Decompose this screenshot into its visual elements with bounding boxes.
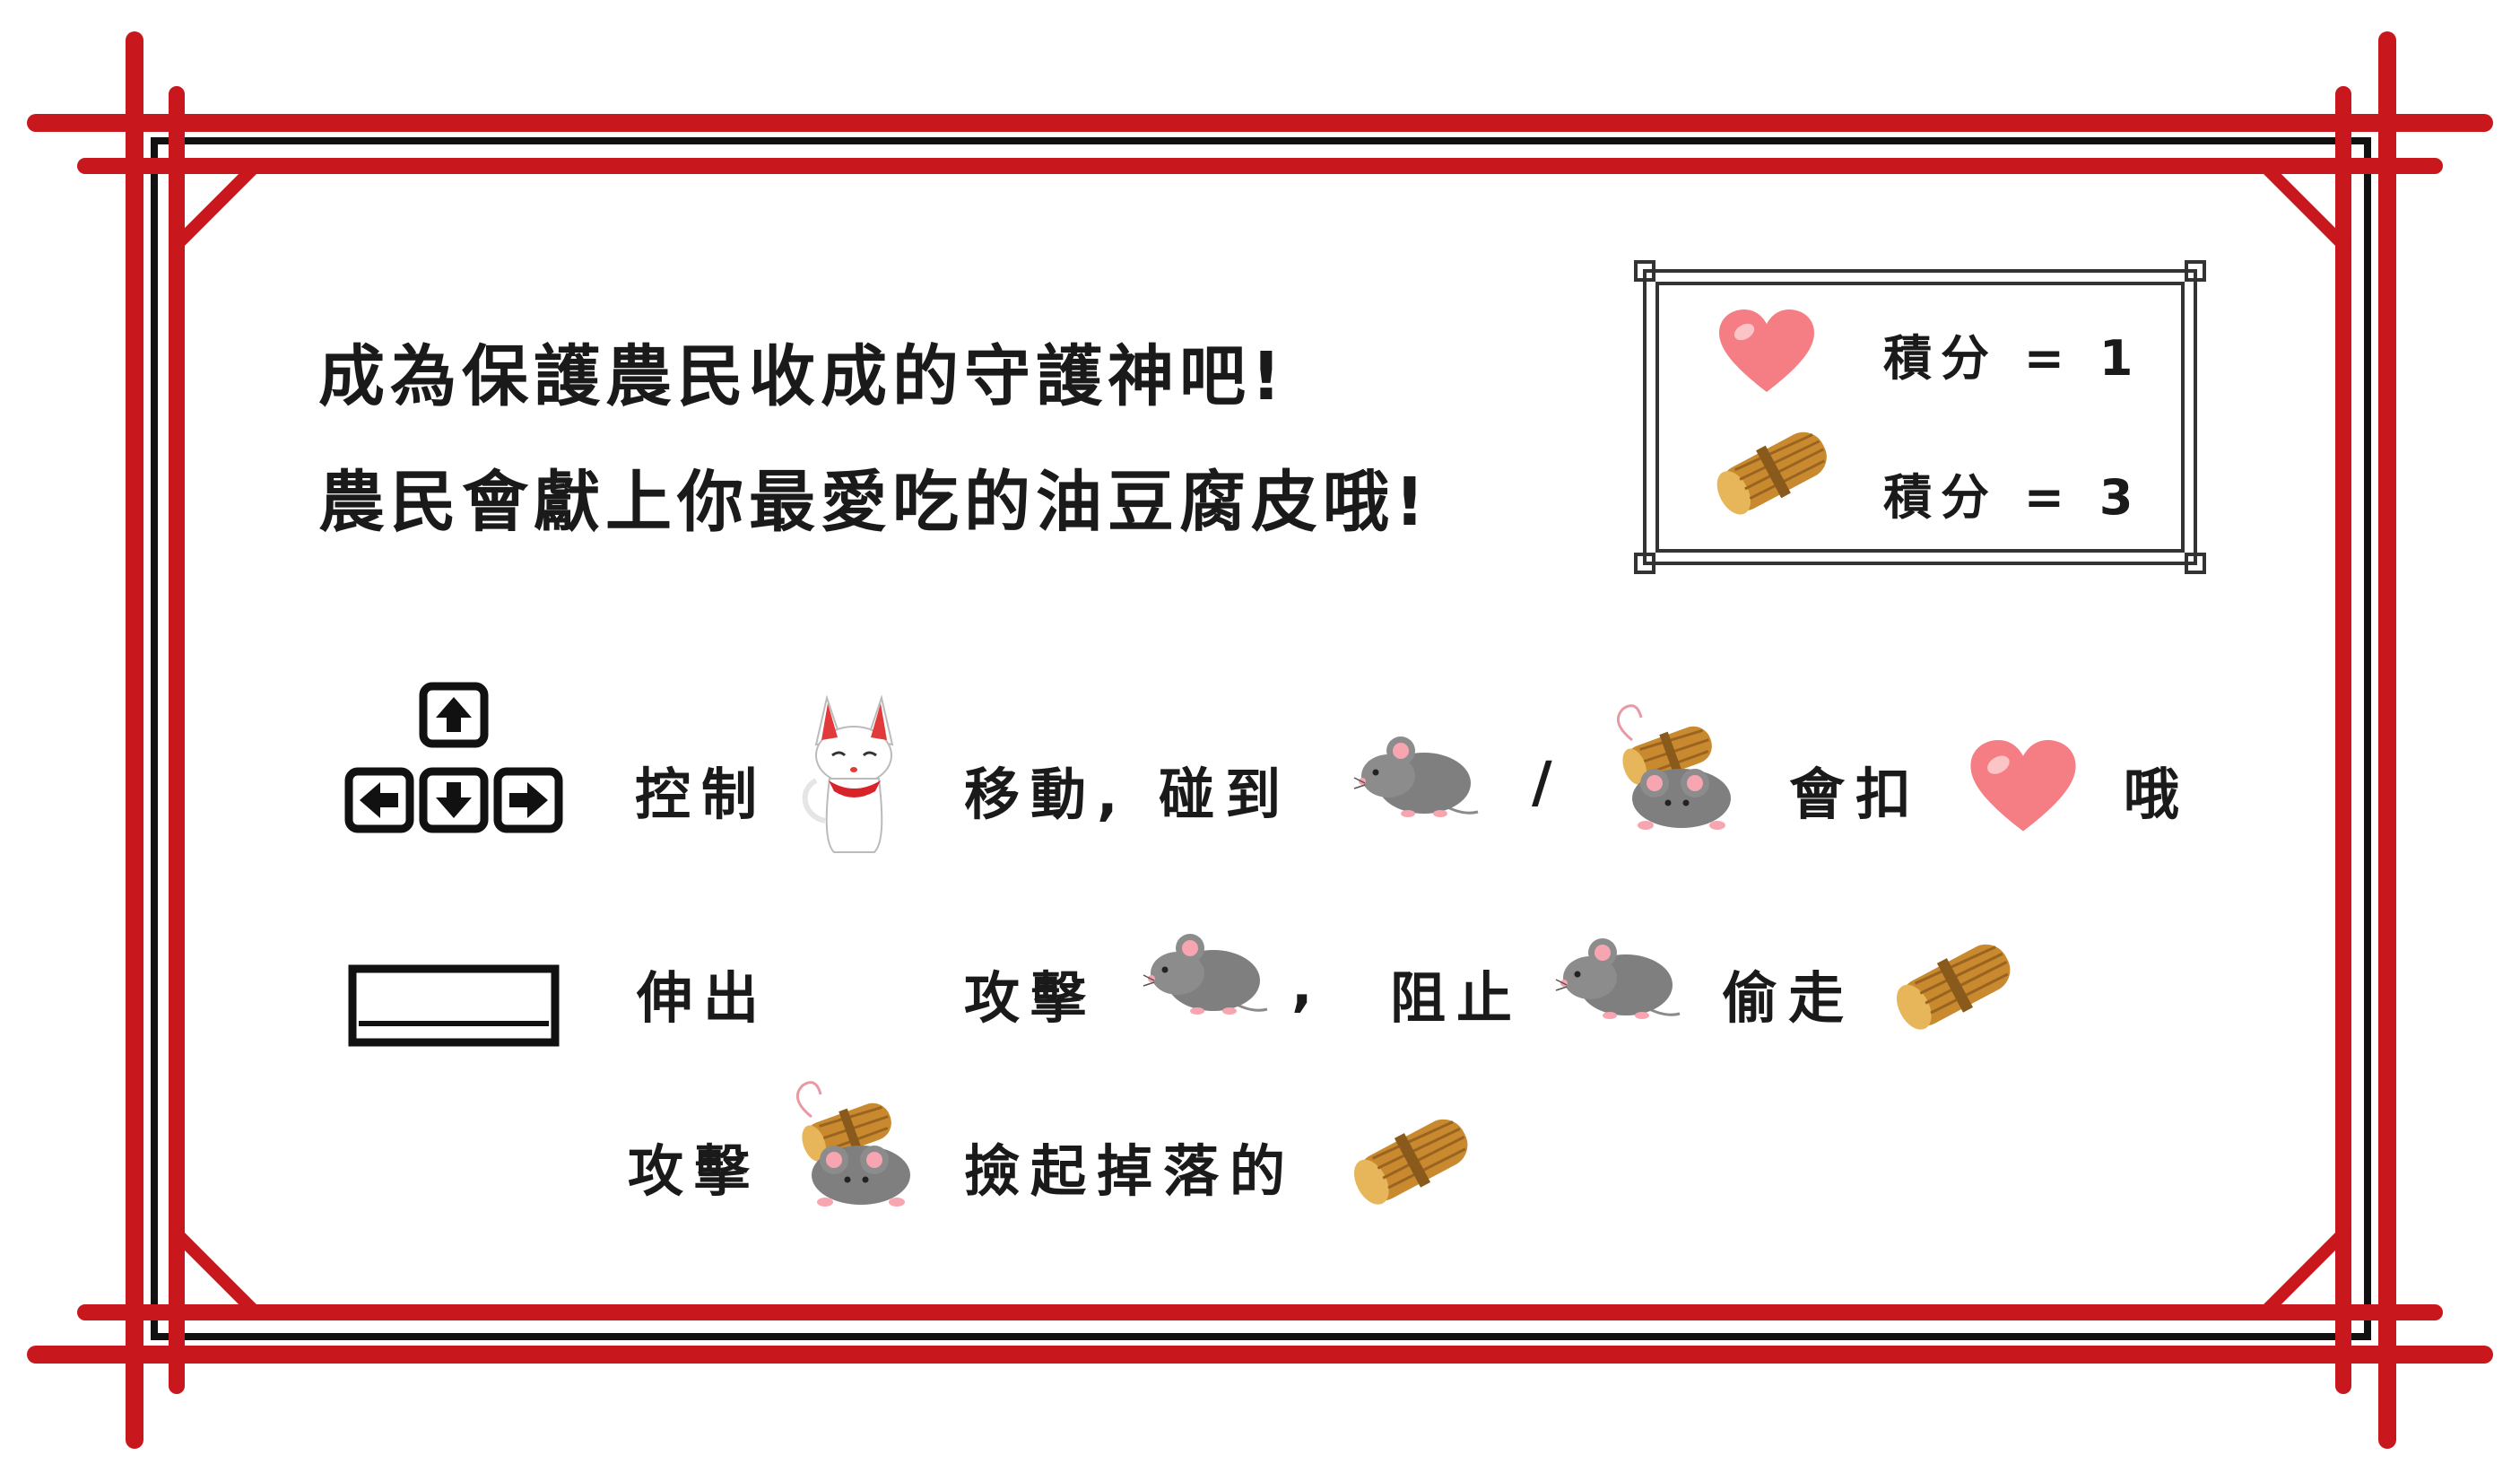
attack-label: 攻擊 bbox=[964, 965, 1098, 1031]
extend-label: 伸出 bbox=[637, 965, 770, 1031]
fried-tofu-icon bbox=[1716, 431, 1827, 515]
intro-line-2: 農民會獻上你最愛吃的油豆腐皮哦! bbox=[318, 464, 1430, 541]
mouse-icon bbox=[1143, 934, 1268, 1015]
attack-label-2: 攻擊 bbox=[628, 1138, 761, 1204]
control-label: 控制 bbox=[635, 762, 769, 827]
steal-label: 偷走 bbox=[1722, 965, 1855, 1031]
fox-icon bbox=[802, 694, 894, 853]
mouse-carrying-tofu-icon bbox=[795, 1081, 910, 1207]
heart-score-label: 積分 = 1 bbox=[1883, 330, 2142, 387]
heart-icon bbox=[1719, 309, 1814, 392]
mouse-icon bbox=[1353, 736, 1479, 817]
slash-label: / bbox=[1532, 749, 1563, 815]
pickup-label: 撿起掉落的 bbox=[964, 1138, 1297, 1204]
arrow-keys-icon bbox=[344, 682, 563, 833]
comma-label: , bbox=[1291, 953, 1324, 1018]
space-key-icon bbox=[348, 964, 560, 1047]
tofu-score-label: 積分 = 3 bbox=[1883, 469, 2142, 526]
score-box-frame bbox=[1634, 260, 2206, 574]
oh-label: 哦 bbox=[2124, 762, 2191, 827]
fried-tofu-icon bbox=[1353, 1119, 1468, 1205]
move-touch-label: 移動, 碰到 bbox=[964, 762, 1292, 827]
fried-tofu-icon bbox=[1896, 944, 2011, 1030]
stop-label: 阻止 bbox=[1390, 965, 1524, 1031]
mouse-carrying-tofu-icon bbox=[1616, 704, 1731, 830]
mouse-icon bbox=[1555, 938, 1681, 1019]
heart-icon bbox=[1970, 740, 2076, 832]
deduct-label: 會扣 bbox=[1789, 762, 1923, 827]
intro-line-1: 成為保護農民收成的守護神吧! bbox=[318, 338, 1287, 415]
